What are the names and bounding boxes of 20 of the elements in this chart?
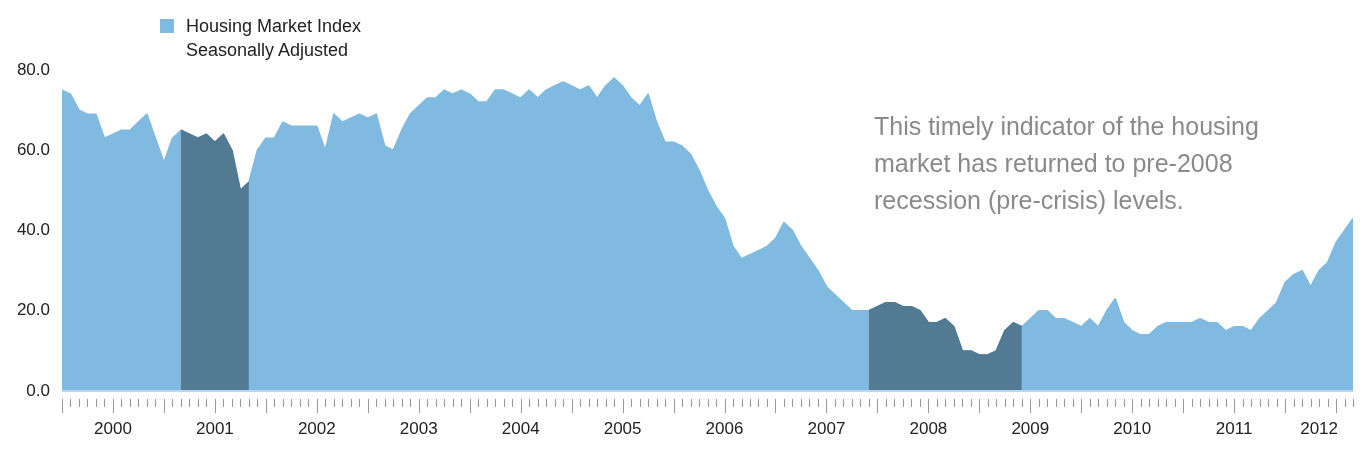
x-tick-label: 2003	[399, 418, 438, 438]
x-tick-label: 2006	[705, 418, 744, 438]
x-tick-label: 2011	[1215, 418, 1253, 438]
x-tick-label: 2012	[1300, 418, 1338, 438]
y-tick-label: 80.0	[16, 59, 50, 79]
y-tick-label: 20.0	[16, 300, 50, 320]
x-tick-label: 2010	[1113, 418, 1152, 438]
x-tick-label: 2004	[501, 418, 540, 438]
x-tick-label: 2005	[603, 418, 642, 438]
x-tick-label: 2009	[1011, 418, 1050, 438]
x-tick-label: 2002	[297, 418, 336, 438]
annotation: This timely indicator of the housing market has returned to pre-2008 recession (pre-crisis) levels.	[874, 111, 1260, 216]
y-tick-label: 0.0	[26, 380, 50, 400]
legend-label: Housing Market Index Seasonally Adjusted	[186, 15, 363, 62]
y-tick-label: 40.0	[16, 220, 50, 240]
x-tick-label: 2007	[807, 418, 846, 438]
x-tick-label: 2000	[94, 418, 132, 438]
x-tick-label: 2008	[909, 418, 948, 438]
y-tick-label: 60.0	[16, 139, 50, 159]
x-tick-label: 2001	[195, 418, 234, 438]
